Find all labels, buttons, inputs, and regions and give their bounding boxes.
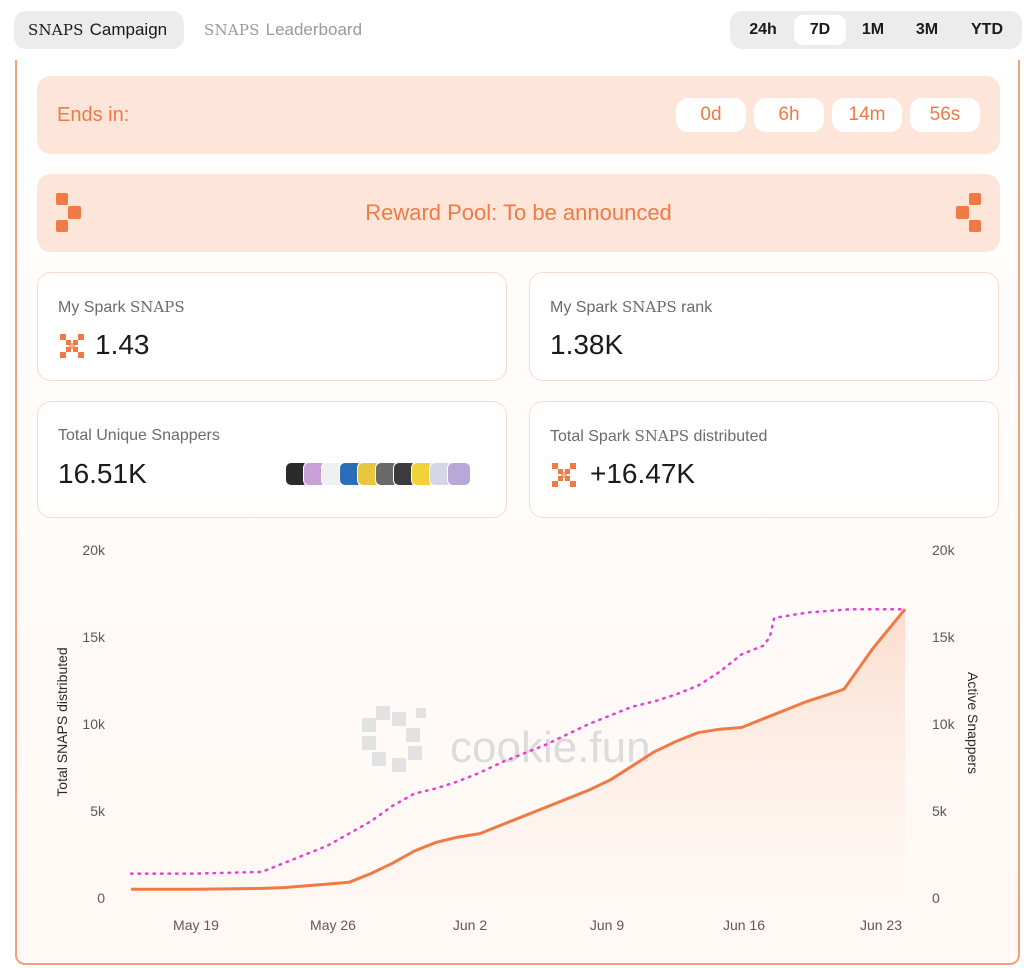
stat-label: Total Unique Snappers	[58, 427, 220, 444]
right-axis-title: Active Snappers	[965, 672, 981, 774]
range-ytd-button[interactable]: YTD	[971, 21, 1003, 38]
watermark-text: cookie.fun	[450, 723, 651, 772]
reward-pool-card: Reward Pool: To be announced	[37, 174, 1000, 252]
x-tick: May 26	[310, 917, 356, 933]
countdown-label: Ends in:	[57, 104, 130, 126]
snaps-brand-label: SNAPS	[204, 21, 260, 39]
time-range-selector: 24h 7D 1M 3M YTD	[730, 11, 1022, 49]
countdown-seconds: 56s	[910, 98, 980, 132]
y-tick-left: 20k	[82, 542, 106, 558]
y-tick-right: 20k	[932, 542, 956, 558]
my-snaps-rank-card: My Spark SNAPS rank 1.38K	[529, 272, 999, 381]
countdown-minutes: 14m	[832, 98, 902, 132]
left-axis-title: Total SNAPS distributed	[54, 647, 70, 796]
y-tick-right: 0	[932, 890, 940, 906]
pixel-shape-left-icon	[56, 193, 81, 232]
x-tick: Jun 23	[860, 917, 902, 933]
snapper-avatar	[447, 462, 471, 486]
reward-pool-text: Reward Pool: To be announced	[365, 200, 672, 225]
countdown-days: 0d	[676, 98, 746, 132]
x-tick: Jun 2	[453, 917, 487, 933]
countdown-hours: 6h	[754, 98, 824, 132]
my-snaps-rank-value: 1.38K	[550, 329, 624, 360]
stat-label: Total Spark SNAPS distributed	[550, 427, 768, 445]
total-unique-snappers-value: 16.51K	[58, 458, 147, 489]
range-1m-button[interactable]: 1M	[861, 21, 885, 38]
y-tick-right: 5k	[932, 803, 948, 819]
watermark: cookie.fun	[362, 706, 651, 772]
range-24h-button[interactable]: 24h	[749, 21, 777, 38]
stat-label: My Spark SNAPS rank	[550, 298, 713, 316]
total-snaps-distributed-card: Total Spark SNAPS distributed +16.47K	[529, 401, 999, 518]
x-tick: Jun 16	[723, 917, 765, 933]
x-tick: May 19	[173, 917, 219, 933]
range-3m-button[interactable]: 3M	[915, 21, 939, 38]
pixel-shape-right-icon	[956, 193, 981, 232]
my-spark-snaps-card: My Spark SNAPS 1.43	[37, 272, 507, 381]
total-unique-snappers-card: Total Unique Snappers 16.51K	[37, 401, 507, 518]
countdown-card: Ends in: 0d 6h 14m 56s	[37, 76, 1000, 154]
tab-leaderboard-label: Leaderboard	[265, 20, 363, 39]
y-tick-right: 10k	[932, 716, 956, 732]
my-spark-snaps-value: 1.43	[95, 329, 150, 360]
series-line-snaps	[131, 608, 907, 891]
x-tick: Jun 9	[590, 917, 624, 933]
series-line-snappers	[129, 607, 907, 875]
stat-label: My Spark SNAPS	[58, 298, 185, 316]
tab-campaign[interactable]: SNAPS Campaign	[14, 11, 184, 49]
spark-icon	[552, 463, 576, 487]
spark-icon	[60, 334, 84, 358]
y-tick-left: 15k	[82, 629, 106, 645]
snaps-brand-label: SNAPS	[28, 21, 84, 39]
snaps-line-chart: cookie.fun 0 5k 10k 15k 20k 0 5k 10k 15k 20k May…	[54, 542, 981, 933]
tab-campaign-label: Campaign	[89, 20, 168, 39]
y-tick-left: 10k	[82, 716, 106, 732]
y-tick-left: 5k	[90, 803, 106, 819]
top-bar: SNAPS Campaign SNAPS Leaderboard 24h 7D …	[0, 0, 1024, 60]
y-tick-left: 0	[97, 890, 105, 906]
tab-leaderboard[interactable]: SNAPS Leaderboard	[190, 11, 376, 49]
total-snaps-distributed-value: +16.47K	[590, 458, 696, 489]
y-tick-right: 15k	[932, 629, 956, 645]
range-7d-button[interactable]: 7D	[794, 15, 846, 45]
series-area-fill	[131, 609, 905, 898]
